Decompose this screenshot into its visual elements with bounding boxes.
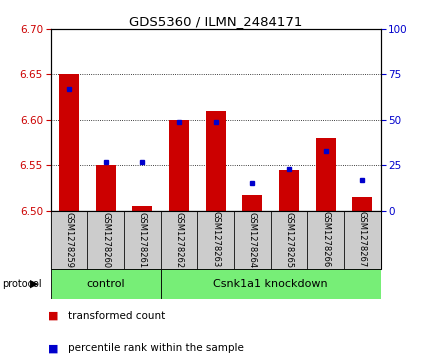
Bar bbox=[197, 211, 234, 269]
Text: Csnk1a1 knockdown: Csnk1a1 knockdown bbox=[213, 279, 328, 289]
Bar bbox=[205, 111, 226, 211]
Bar bbox=[352, 197, 372, 211]
Text: ▶: ▶ bbox=[30, 279, 38, 289]
Bar bbox=[124, 211, 161, 269]
Text: GSM1278265: GSM1278265 bbox=[284, 212, 293, 268]
Title: GDS5360 / ILMN_2484171: GDS5360 / ILMN_2484171 bbox=[129, 15, 302, 28]
Text: GSM1278262: GSM1278262 bbox=[174, 212, 183, 268]
Bar bbox=[279, 170, 299, 211]
Bar bbox=[161, 211, 197, 269]
Bar bbox=[51, 211, 87, 269]
Text: ■: ■ bbox=[48, 311, 58, 321]
Bar bbox=[242, 195, 262, 211]
Bar bbox=[315, 138, 336, 211]
Text: GSM1278267: GSM1278267 bbox=[358, 212, 367, 268]
Text: ■: ■ bbox=[48, 343, 58, 354]
Text: GSM1278263: GSM1278263 bbox=[211, 212, 220, 268]
Text: protocol: protocol bbox=[2, 279, 42, 289]
Text: percentile rank within the sample: percentile rank within the sample bbox=[68, 343, 244, 354]
Text: GSM1278264: GSM1278264 bbox=[248, 212, 257, 268]
Bar bbox=[271, 211, 307, 269]
Text: GSM1278260: GSM1278260 bbox=[101, 212, 110, 268]
Bar bbox=[307, 211, 344, 269]
Text: GSM1278266: GSM1278266 bbox=[321, 212, 330, 268]
Text: transformed count: transformed count bbox=[68, 311, 165, 321]
Text: GSM1278261: GSM1278261 bbox=[138, 212, 147, 268]
Bar bbox=[59, 74, 79, 211]
Bar bbox=[132, 206, 152, 211]
Bar bbox=[51, 269, 161, 299]
Text: control: control bbox=[86, 279, 125, 289]
Text: GSM1278259: GSM1278259 bbox=[64, 212, 73, 268]
Bar bbox=[344, 211, 381, 269]
Bar bbox=[161, 269, 381, 299]
Bar bbox=[234, 211, 271, 269]
Bar bbox=[87, 211, 124, 269]
Bar bbox=[95, 165, 116, 211]
Bar bbox=[169, 120, 189, 211]
